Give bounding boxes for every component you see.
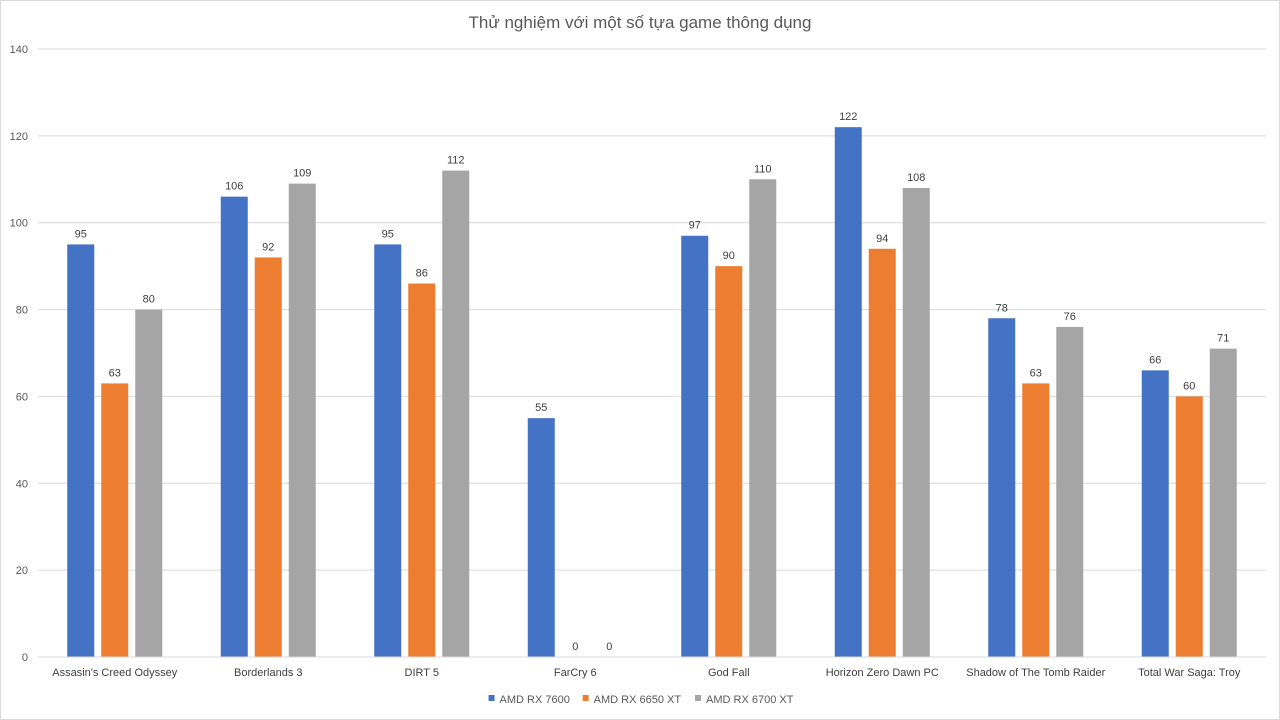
- data-label: 55: [535, 402, 547, 414]
- bar: [1022, 383, 1050, 657]
- y-axis-ticks: 0 20 40 60 80 100 120 140: [10, 44, 28, 664]
- data-label: 0: [606, 641, 612, 653]
- bar: [834, 127, 862, 657]
- y-tick-label: 40: [16, 478, 28, 490]
- bar: [101, 383, 129, 657]
- legend-swatch: [582, 695, 589, 701]
- data-label: 92: [262, 241, 274, 253]
- bar: [749, 179, 777, 658]
- data-labels: 95 63 80 106 92 109 95 86 112 55 0 0 97 90 110 122 94 108…: [75, 111, 1230, 653]
- data-label: 63: [1030, 367, 1042, 379]
- data-label: 60: [1183, 380, 1195, 392]
- bar: [1141, 370, 1169, 657]
- data-label: 80: [143, 294, 155, 306]
- bars: [67, 127, 1237, 658]
- data-label: 110: [754, 163, 772, 175]
- bar: [408, 283, 436, 657]
- data-label: 95: [382, 228, 394, 240]
- bar: [1209, 348, 1237, 657]
- legend-swatch: [695, 695, 702, 701]
- bar: [220, 196, 248, 657]
- x-category-label: God Fall: [708, 667, 750, 679]
- x-category-label: Assasin's Creed Odyssey: [52, 667, 177, 679]
- x-category-label: Horizon Zero Dawn PC: [826, 667, 939, 679]
- data-label: 109: [293, 168, 311, 180]
- data-label: 78: [996, 302, 1008, 314]
- data-label: 106: [225, 181, 243, 193]
- y-tick-label: 80: [16, 305, 28, 317]
- x-axis-categories: Assasin's Creed Odyssey Borderlands 3 DIRT…: [52, 667, 1241, 679]
- bar: [868, 248, 896, 657]
- data-label: 95: [75, 228, 87, 240]
- data-label: 63: [109, 367, 121, 379]
- bar: [681, 235, 709, 657]
- y-tick-label: 120: [10, 131, 28, 143]
- data-label: 108: [907, 172, 925, 184]
- y-tick-label: 140: [10, 44, 28, 56]
- bar: [288, 183, 316, 657]
- bar: [715, 266, 743, 657]
- bar: [374, 244, 402, 657]
- x-category-label: Shadow of The Tomb Raider: [966, 667, 1105, 679]
- data-label: 86: [416, 268, 428, 280]
- bar: [527, 418, 555, 657]
- data-label: 0: [572, 641, 578, 653]
- y-tick-label: 20: [16, 565, 28, 577]
- data-label: 122: [839, 111, 857, 123]
- data-label: 112: [447, 155, 465, 167]
- x-category-label: DIRT 5: [405, 667, 439, 679]
- bar: [135, 309, 163, 657]
- data-label: 97: [689, 220, 701, 232]
- bar: [67, 244, 95, 657]
- data-label: 94: [876, 233, 888, 245]
- x-category-label: FarCry 6: [554, 667, 597, 679]
- bar: [902, 187, 930, 657]
- x-category-label: Borderlands 3: [234, 667, 303, 679]
- legend-swatch: [488, 695, 495, 701]
- y-tick-label: 100: [10, 218, 28, 230]
- data-label: 66: [1149, 354, 1161, 366]
- y-tick-label: 60: [16, 391, 28, 403]
- data-label: 76: [1064, 311, 1076, 323]
- legend-label: AMD RX 6650 XT: [594, 694, 682, 706]
- legend-label: AMD RX 6700 XT: [706, 694, 794, 706]
- y-tick-label: 0: [22, 652, 28, 664]
- chart-title: Thử nghiệm với một số tựa game thông dụn…: [469, 13, 812, 32]
- bar: [442, 170, 470, 657]
- x-category-label: Total War Saga: Troy: [1138, 667, 1241, 679]
- data-label: 71: [1217, 333, 1229, 345]
- bar: [254, 257, 282, 657]
- bar: [1175, 396, 1203, 657]
- data-label: 90: [723, 250, 735, 262]
- bar: [988, 318, 1016, 657]
- legend-label: AMD RX 7600: [500, 694, 570, 706]
- legend: AMD RX 7600 AMD RX 6650 XT AMD RX 6700 XT: [488, 694, 794, 706]
- bar: [1056, 326, 1084, 657]
